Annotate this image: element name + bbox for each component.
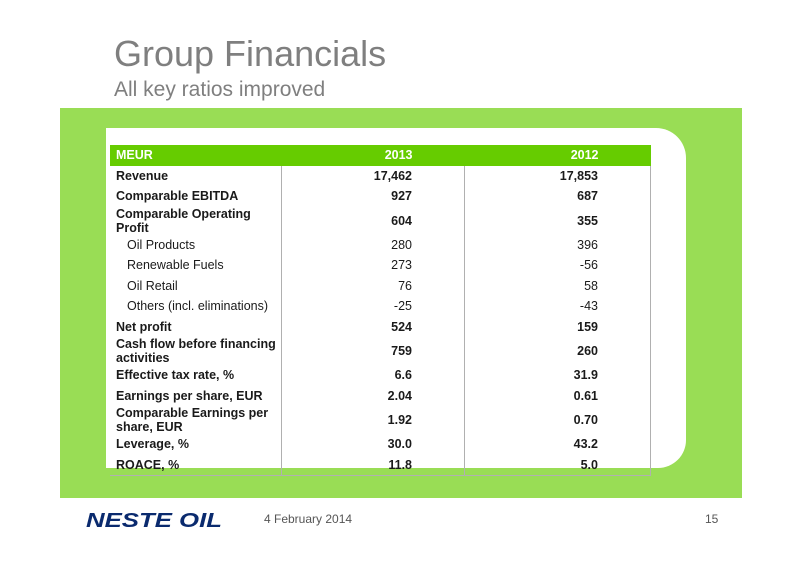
value-2013: 273 [281,255,465,276]
slide-subtitle: All key ratios improved [114,78,326,101]
value-2013: 17,462 [281,165,465,186]
row-label: Effective tax rate, % [116,368,235,383]
row-label: Oil Products [127,237,196,252]
value-2012: 31.9 [464,365,651,386]
header-year-2012: 2012 [464,145,651,166]
row-label: Net profit [116,319,172,334]
value-2013: 1.92 [281,406,465,434]
table-row: Net profit 524 159 [110,316,651,337]
row-label: Comparable EBITDA [116,189,239,204]
table-row: Leverage, % 30.0 43.2 [110,434,651,455]
value-2012: 396 [464,234,651,255]
table-row-sub: Others (incl. eliminations) -25 -43 [110,296,651,317]
table-row: ROACE, % 11.8 5.0 [110,454,651,476]
value-2013: 2.04 [281,385,465,406]
row-label: Oil Retail [127,278,178,293]
value-2012: 260 [464,337,651,365]
neste-oil-logo: NESTE OIL [86,510,222,530]
value-2013: 759 [281,337,465,365]
value-2013: 11.8 [281,454,465,476]
value-2013: 280 [281,234,465,255]
table-row-sub: Oil Retail 76 58 [110,275,651,296]
slide-title: Group Financials [114,33,387,74]
row-label: Renewable Fuels [127,258,224,273]
value-2013: 6.6 [281,365,465,386]
value-2013: -25 [281,296,465,317]
presentation-date: 4 February 2014 [264,512,353,526]
row-label: Leverage, % [116,437,189,452]
table-row: Earnings per share, EUR 2.04 0.61 [110,385,651,406]
table-row: Comparable EBITDA 927 687 [110,186,651,207]
table-row: Cash flow before financing activities 75… [110,337,651,365]
value-2012: 355 [464,206,651,235]
table-row-sub: Renewable Fuels 273 -56 [110,255,651,276]
table-row: Effective tax rate, % 6.6 31.9 [110,365,651,386]
logo-text: NESTE OIL [86,510,222,530]
row-label: Earnings per share, EUR [116,388,263,403]
row-label: Revenue [116,168,169,183]
header-year-2013: 2013 [281,145,465,166]
value-2012: 17,853 [464,165,651,186]
value-2013: 30.0 [281,434,465,455]
table-row-sub: Oil Products 280 396 [110,234,651,255]
financials-table: MEUR 2013 2012 Revenue 17,462 17,853 Com… [110,145,651,476]
value-2013: 604 [281,206,465,235]
table-row: Revenue 17,462 17,853 [110,165,651,186]
value-2012: -43 [464,296,651,317]
value-2013: 524 [281,316,465,337]
value-2012: -56 [464,255,651,276]
value-2012: 0.61 [464,385,651,406]
value-2013: 76 [281,275,465,296]
page-number: 15 [705,512,719,526]
value-2012: 43.2 [464,434,651,455]
value-2012: 0.70 [464,406,651,434]
value-2012: 687 [464,186,651,207]
table-row: Comparable Earnings per share, EUR 1.92 … [110,406,651,434]
value-2013: 927 [281,186,465,207]
table-header-row: MEUR 2013 2012 [110,145,651,166]
value-2012: 159 [464,316,651,337]
row-label: Cash flow before financing activities [116,337,276,365]
value-2012: 58 [464,275,651,296]
value-2012: 5.0 [464,454,651,476]
row-label: Comparable Earnings per share, EUR [116,406,269,434]
table-row: Comparable Operating Profit 604 355 [110,206,651,235]
row-label: Comparable Operating Profit [116,206,251,235]
row-label: Others (incl. eliminations) [127,299,269,314]
row-label: ROACE, % [110,454,282,476]
header-unit: MEUR [110,145,282,166]
